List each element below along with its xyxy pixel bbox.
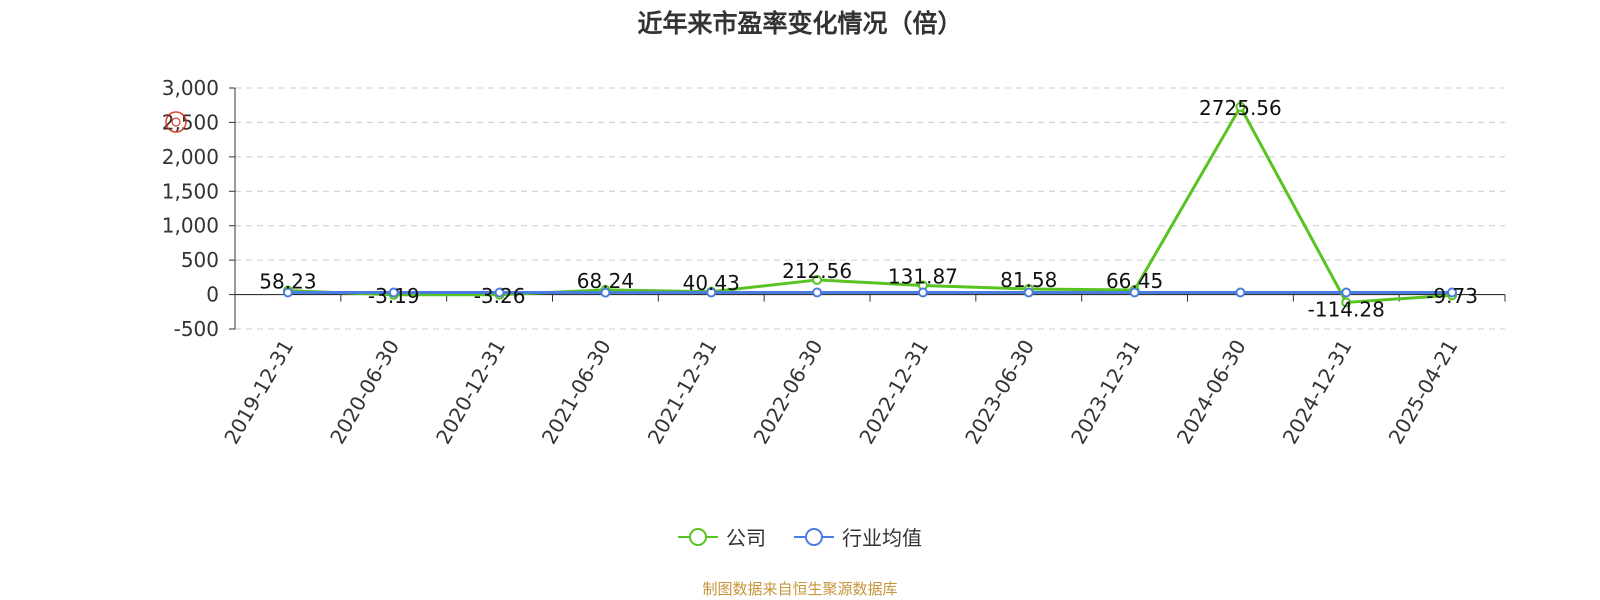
data-label: 2725.56	[1199, 96, 1282, 120]
data-label: -3.19	[368, 284, 420, 308]
data-point-industry	[600, 287, 611, 298]
data-point-industry	[494, 287, 505, 298]
data-label: 81.58	[1000, 268, 1057, 292]
y-tick-label: -500	[174, 317, 219, 341]
data-point-company	[1235, 101, 1246, 112]
data-point-industry	[1341, 287, 1352, 298]
legend-label-industry: 行业均值	[842, 526, 922, 550]
y-tick-label: 1,000	[162, 214, 219, 238]
legend: 公司 行业均值	[0, 522, 1600, 551]
x-tick-label: 2019-12-31	[219, 336, 298, 449]
data-label: 131.87	[888, 264, 958, 288]
legend-line-circle-icon	[678, 527, 718, 546]
data-label: 58.23	[259, 270, 316, 294]
legend-item-industry[interactable]: 行业均值	[794, 522, 922, 551]
legend-label-company: 公司	[726, 526, 766, 550]
chart-title: 近年来市盈率变化情况（倍）	[637, 9, 963, 38]
data-label: 66.45	[1106, 269, 1163, 293]
y-tick-label: 500	[181, 248, 219, 272]
x-tick-label: 2024-06-30	[1172, 336, 1251, 449]
data-point-industry	[1447, 287, 1458, 298]
source-note: 制图数据来自恒生聚源数据库	[702, 580, 898, 598]
series-line-company	[287, 105, 1453, 304]
data-labels: 58.23 -3.19 -3.26 68.24 40.43 212.56 131.87 81.…	[259, 96, 1478, 322]
legend-item-company[interactable]: 公司	[678, 522, 766, 551]
data-point-industry	[917, 287, 928, 298]
y-tick-label: 0	[206, 283, 219, 307]
grid-lines	[235, 87, 1505, 330]
y-tick-label: 2,000	[162, 145, 219, 169]
x-tick-label: 2021-12-31	[643, 336, 722, 449]
data-label: 212.56	[782, 259, 852, 283]
x-tick-label: 2023-12-31	[1066, 336, 1145, 449]
x-tick-label: 2025-04-21	[1384, 336, 1463, 449]
data-label: -9.73	[1426, 284, 1478, 308]
data-point-industry	[1235, 287, 1246, 298]
data-label: -3.26	[474, 284, 526, 308]
data-label: -114.28	[1308, 297, 1385, 321]
data-point-industry	[388, 287, 399, 298]
data-point-industry	[1129, 287, 1140, 298]
data-label: 40.43	[683, 271, 740, 295]
y-tick-label: 3,000	[162, 76, 219, 100]
y-tick-label: 1,500	[162, 179, 219, 203]
data-label: 68.24	[577, 269, 634, 293]
watermark-seal-icon	[165, 111, 187, 133]
x-tick-label: 2021-06-30	[537, 336, 616, 449]
x-tick-label: 2022-06-30	[749, 336, 828, 449]
data-point-company	[1341, 297, 1352, 308]
watermark-seal-inner-icon	[171, 117, 181, 127]
data-point-industry	[1023, 287, 1034, 298]
legend-line-circle-icon	[794, 527, 834, 546]
x-tick-label: 2020-12-31	[431, 336, 510, 449]
data-point-company	[812, 274, 823, 285]
data-point-industry	[812, 287, 823, 298]
x-tick-label: 2023-06-30	[960, 336, 1039, 449]
watermark	[165, 111, 187, 133]
x-tick-label: 2024-12-31	[1278, 336, 1357, 449]
x-tick-label: 2020-06-30	[325, 336, 404, 449]
x-tick-label: 2022-12-31	[854, 336, 933, 449]
series-lines	[282, 101, 1458, 308]
data-point-industry	[706, 287, 717, 298]
data-point-industry	[282, 287, 293, 298]
